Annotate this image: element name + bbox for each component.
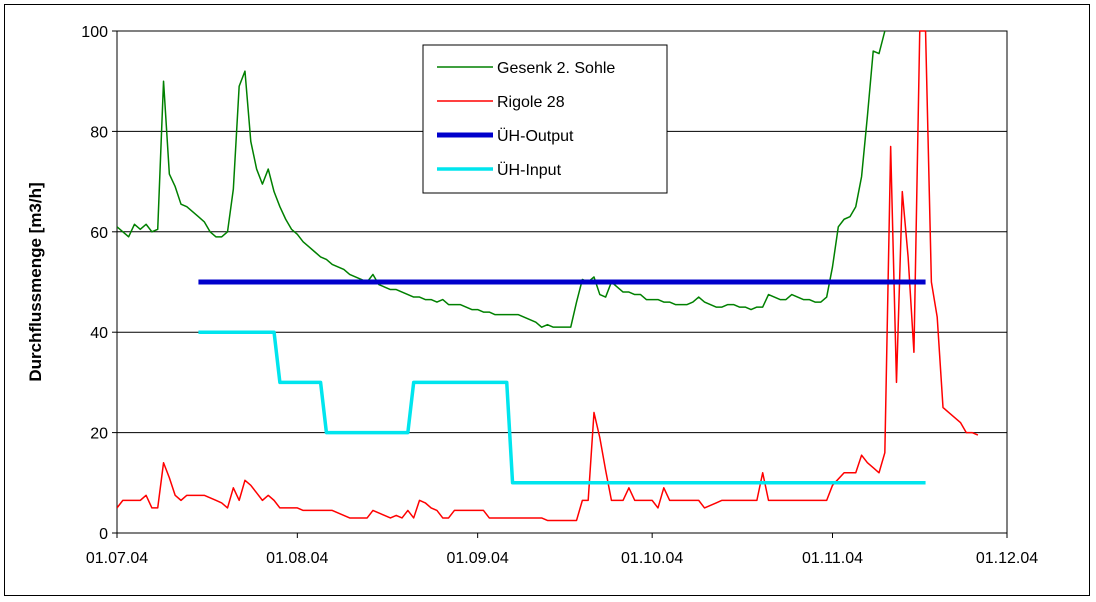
series-line-1 (117, 30, 979, 522)
y-axis: 0 20 40 60 80 100 (81, 24, 117, 543)
legend-label: Rigole 28 (497, 94, 565, 111)
legend-label: Gesenk 2. Sohle (497, 60, 615, 77)
legend-label: ÜH-Input (497, 161, 562, 179)
legend: Gesenk 2. Sohle Rigole 28 ÜH-Output ÜH-Inpu… (422, 44, 668, 194)
series-layer (117, 30, 979, 522)
x-tick-label: 01.07.04 (86, 550, 148, 567)
plot-area (116, 30, 1008, 534)
y-axis-label: Durchflussmenge [m3/h] (26, 182, 45, 381)
x-tick-label: 01.08.04 (266, 550, 328, 567)
x-tick-label: 01.11.04 (802, 550, 863, 567)
y-tick-label: 60 (90, 225, 108, 242)
x-tick-label: 01.12.04 (976, 550, 1038, 567)
x-tick-label: 01.10.04 (621, 550, 683, 567)
legend-label: ÜH-Output (497, 127, 574, 145)
y-tick-label: 80 (90, 124, 108, 141)
series-line-0 (117, 30, 886, 328)
y-tick-label: 40 (90, 325, 108, 342)
y-tick-label: 0 (99, 526, 108, 543)
series-line-3 (198, 330, 926, 485)
x-axis: 01.07.04 01.08.04 01.09.04 01.10.04 01.11.04… (86, 533, 1038, 567)
y-tick-label: 100 (81, 24, 108, 41)
x-tick-label: 01.09.04 (447, 550, 509, 567)
chart-frame: 0 20 40 60 80 100 01.07.04 01.08.04 01.09.04 01.… (4, 4, 1090, 596)
y-tick-label: 20 (90, 426, 108, 443)
